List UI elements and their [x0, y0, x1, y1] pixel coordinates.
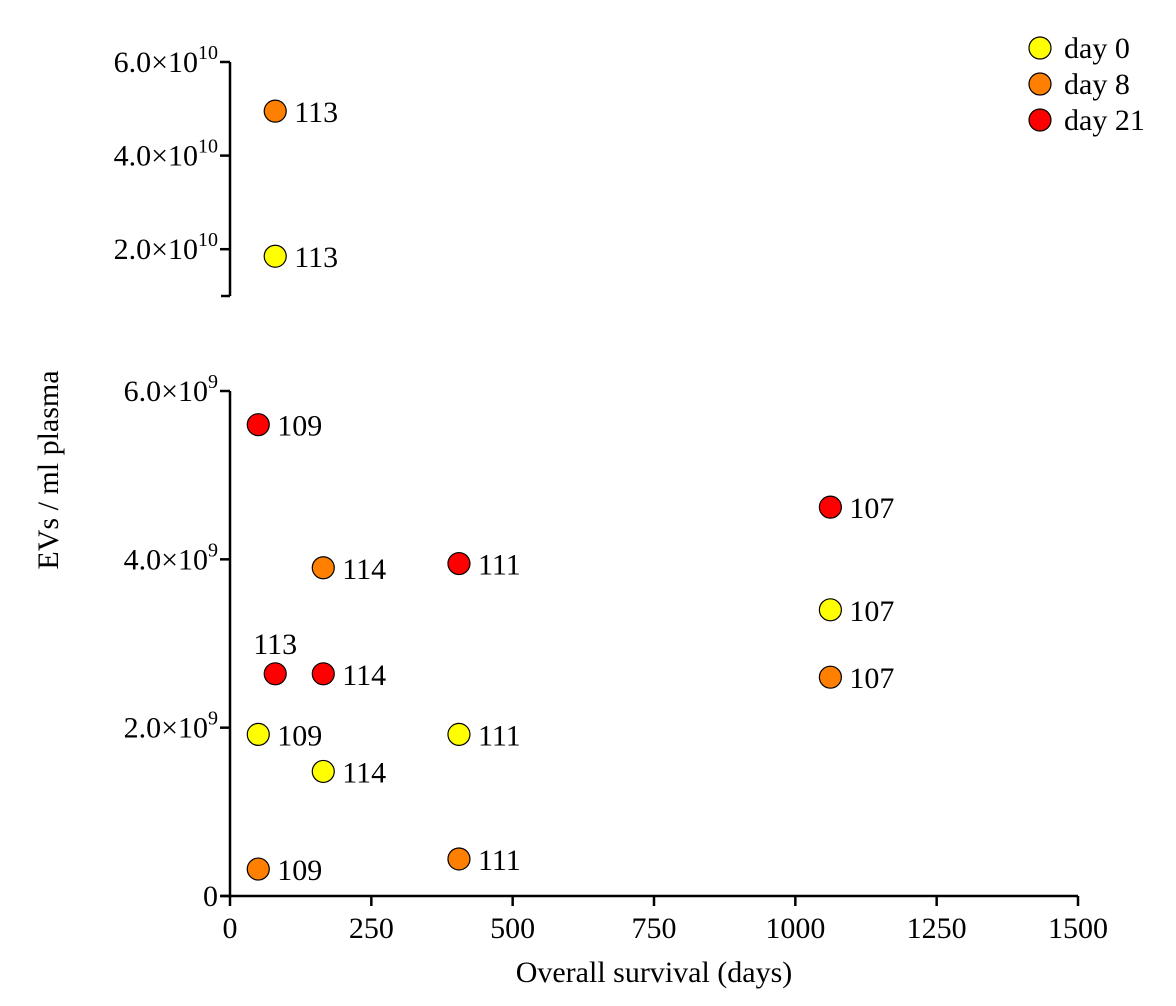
- data-label: 107: [849, 492, 894, 525]
- data-label: 114: [342, 756, 386, 789]
- data-label: 107: [849, 662, 894, 695]
- data-point: [447, 551, 471, 576]
- data-point: [447, 722, 471, 747]
- data-point: [263, 244, 287, 268]
- data-point: [246, 857, 270, 881]
- data-label: 109: [277, 719, 322, 752]
- legend-marker: [1028, 108, 1052, 132]
- x-tick-label: 750: [632, 912, 677, 945]
- y-axis-label: EVs / ml plasma: [32, 370, 65, 569]
- x-tick-label: 250: [349, 912, 394, 945]
- x-axis-label: Overall survival (days): [516, 956, 793, 989]
- y-tick-label: 4.0×1010: [114, 136, 218, 173]
- y-tick-label: 2.0×109: [124, 708, 218, 745]
- data-label: 114: [342, 659, 386, 692]
- data-point: [818, 495, 842, 519]
- data-label: 113: [253, 628, 297, 661]
- data-point: [818, 598, 842, 622]
- legend-marker: [1028, 36, 1052, 60]
- x-tick-label: 1000: [765, 912, 825, 945]
- data-label: 113: [294, 241, 338, 274]
- data-point: [447, 847, 471, 871]
- data-point: [246, 722, 270, 747]
- data-label: 114: [342, 553, 386, 586]
- data-label: 109: [277, 854, 322, 887]
- y-tick-label: 6.0×109: [124, 371, 218, 408]
- x-tick-label: 1500: [1048, 912, 1108, 945]
- legend-label: day 0: [1064, 32, 1130, 65]
- x-tick-label: 1250: [907, 912, 967, 945]
- data-label: 113: [294, 96, 338, 129]
- legend-label: day 21: [1064, 104, 1145, 137]
- data-label: 111: [478, 719, 521, 752]
- y-tick-label: 2.0×1010: [114, 229, 218, 266]
- data-label: 107: [849, 595, 894, 628]
- axes: 0 250 500 750 1000 1250 1500 0 2.0×109 4.0×109 6.0…: [114, 42, 1108, 945]
- data-point: [246, 413, 270, 437]
- data-label: 109: [277, 410, 322, 443]
- x-tick-label: 0: [223, 912, 238, 945]
- x-tick-label: 500: [490, 912, 535, 945]
- data-point: [263, 662, 287, 686]
- data-point: [311, 759, 335, 784]
- data-point: [311, 556, 335, 580]
- data-points: 113 109 114 111 107 113 109 114 111 107 109 113 114 1…: [246, 96, 894, 887]
- data-point: [263, 99, 287, 123]
- data-label: 111: [478, 844, 521, 877]
- y-tick-label: 0: [203, 880, 218, 913]
- legend-label: day 8: [1064, 68, 1130, 101]
- y-tick-label: 4.0×109: [124, 539, 218, 576]
- y-tick-label: 6.0×1010: [114, 42, 218, 79]
- data-point: [311, 662, 335, 686]
- data-label: 111: [478, 549, 521, 582]
- data-point: [818, 665, 842, 689]
- legend-marker: [1028, 72, 1052, 96]
